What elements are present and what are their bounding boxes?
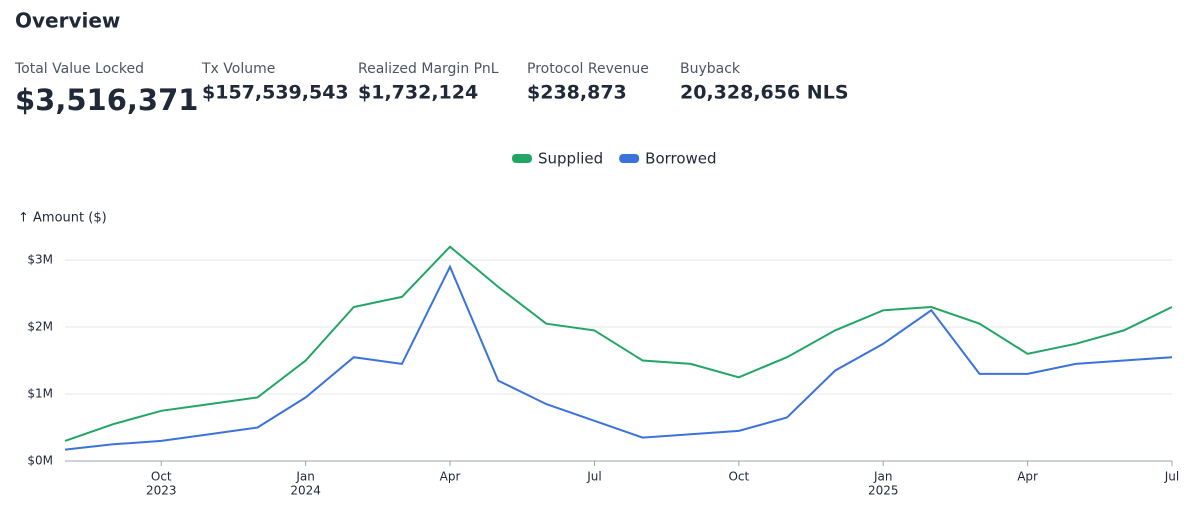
x-tick-label: Oct [728, 470, 749, 484]
legend-label: Supplied [538, 150, 603, 168]
x-tick-year: 2023 [146, 484, 177, 498]
x-tick-label: Jan [873, 470, 893, 484]
stat-label: Buyback [680, 61, 741, 77]
x-tick-label: Jul [1164, 470, 1179, 484]
y-tick-label: $3M [27, 253, 53, 267]
legend: Supplied Borrowed [512, 150, 717, 168]
legend-swatch [512, 154, 532, 163]
stat-label: Tx Volume [201, 61, 275, 77]
legend-swatch [619, 154, 640, 163]
page-title: Overview [15, 9, 120, 33]
x-tick-label: Oct [151, 470, 172, 484]
y-axis-label: ↑ Amount ($) [18, 211, 107, 226]
x-tick-label: Jan [295, 470, 315, 484]
y-tick-label: $1M [27, 387, 53, 401]
stat-value: $1,732,124 [358, 82, 478, 104]
x-tick-label: Apr [440, 470, 461, 484]
legend-label: Borrowed [645, 150, 716, 168]
y-tick-label: $2M [27, 320, 53, 334]
stat-label: Realized Margin PnL [358, 61, 499, 77]
stat-label: Protocol Revenue [527, 61, 649, 77]
y-tick-label: $0M [27, 454, 53, 468]
stat-value: $3,516,371 [15, 83, 198, 117]
x-tick-label: Jul [586, 470, 601, 484]
stat-label: Total Value Locked [14, 61, 144, 77]
series-line [64, 264, 1173, 451]
stat-value: $238,873 [527, 82, 627, 104]
x-tick-label: Apr [1017, 470, 1038, 484]
stat-value: $157,539,543 [202, 82, 349, 104]
series-line [64, 245, 1173, 442]
x-tick-year: 2024 [290, 484, 321, 498]
x-tick-year: 2025 [868, 484, 899, 498]
stat-value: 20,328,656 NLS [680, 82, 849, 104]
